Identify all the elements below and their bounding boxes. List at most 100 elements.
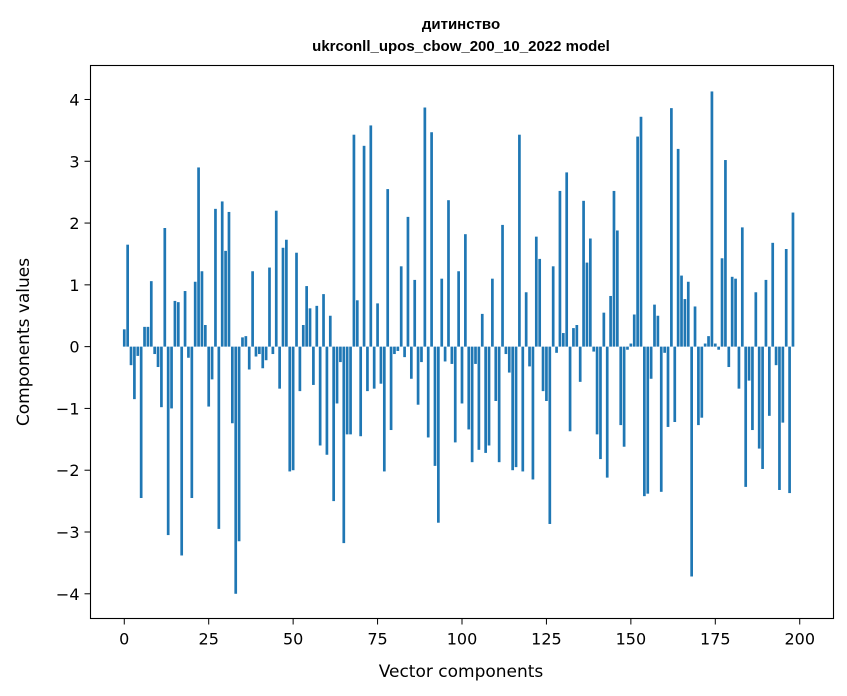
bar-193 (774, 346, 778, 366)
bar-134 (575, 325, 579, 347)
bar-108 (487, 346, 491, 446)
bar-82 (399, 266, 403, 347)
bar-130 (561, 333, 565, 347)
bar-131 (565, 172, 569, 347)
bar-47 (281, 247, 285, 347)
bar-158 (656, 315, 660, 347)
bar-4 (136, 346, 140, 356)
bar-0 (122, 329, 126, 347)
bar-143 (605, 346, 609, 478)
bar-111 (497, 346, 501, 463)
bar-154 (643, 346, 646, 497)
bar-117 (518, 134, 521, 347)
bar-175 (713, 343, 717, 347)
bar-95 (443, 346, 447, 362)
bar-182 (737, 346, 741, 389)
bar-24 (203, 325, 207, 347)
bar-173 (707, 336, 710, 347)
bar-133 (572, 328, 575, 347)
bar-22 (197, 167, 200, 347)
bar-71 (362, 145, 366, 347)
bar-118 (521, 346, 525, 472)
bar-138 (588, 238, 592, 347)
bar-36 (244, 336, 248, 347)
bar-197 (788, 346, 791, 494)
bar-85 (409, 346, 413, 379)
bar-188 (757, 346, 761, 449)
x-tick-label: 100 (447, 630, 478, 649)
bar-149 (626, 346, 629, 350)
bar-77 (382, 346, 386, 472)
bar-151 (632, 314, 636, 347)
x-tick-label: 50 (283, 630, 303, 649)
bar-75 (376, 303, 379, 347)
bar-163 (673, 346, 677, 423)
bar-26 (210, 346, 214, 380)
bar-17 (180, 346, 184, 556)
bar-60 (325, 346, 329, 455)
bar-103 (470, 346, 474, 463)
bar-139 (592, 346, 596, 352)
bar-78 (386, 189, 390, 347)
bar-81 (396, 346, 400, 351)
bar-96 (447, 200, 450, 347)
bar-189 (761, 346, 764, 469)
bar-83 (403, 346, 406, 358)
bar-43 (268, 267, 271, 347)
bar-100 (460, 346, 464, 404)
bar-19 (187, 346, 190, 358)
y-tick-label: 2 (69, 214, 79, 233)
bar-142 (602, 312, 606, 347)
bar-58 (318, 346, 322, 446)
y-tick-label: 4 (69, 90, 79, 109)
bar-187 (754, 292, 758, 347)
x-tick-label: 125 (531, 630, 562, 649)
bar-160 (663, 346, 666, 353)
bar-137 (585, 262, 589, 347)
chart-title: дитинство (422, 16, 500, 33)
bar-119 (524, 292, 528, 347)
bar-88 (420, 346, 423, 363)
bar-11 (160, 346, 163, 408)
bar-48 (285, 239, 288, 347)
bar-146 (616, 230, 619, 347)
bar-196 (784, 249, 788, 347)
bar-63 (335, 346, 339, 404)
bar-97 (450, 346, 454, 364)
bar-153 (639, 116, 643, 347)
bar-164 (676, 148, 680, 347)
bar-69 (355, 300, 359, 347)
plot-frame (89, 64, 835, 620)
bar-114 (507, 346, 511, 373)
bar-167 (686, 281, 690, 347)
bar-157 (653, 304, 656, 347)
bar-37 (247, 346, 251, 370)
bar-62 (332, 346, 336, 502)
y-tick-label: −1 (56, 399, 80, 418)
bar-33 (234, 346, 238, 594)
bar-171 (700, 346, 704, 418)
bar-184 (744, 346, 748, 487)
bar-23 (200, 271, 204, 347)
bar-34 (237, 346, 241, 542)
y-tick-label: 0 (69, 338, 79, 357)
bar-162 (670, 108, 673, 347)
bar-195 (781, 346, 785, 423)
x-tick-label: 200 (784, 630, 815, 649)
bar-9 (153, 346, 157, 355)
x-tick-label: 175 (700, 630, 731, 649)
bar-104 (474, 346, 477, 364)
bar-94 (440, 278, 444, 347)
bar-168 (690, 346, 693, 577)
bar-20 (190, 346, 194, 499)
bar-115 (511, 346, 515, 471)
bar-191 (767, 346, 771, 416)
bar-45 (274, 210, 278, 347)
bar-41 (261, 346, 265, 369)
bar-170 (697, 346, 700, 426)
y-tick-label: −4 (56, 585, 80, 604)
bar-72 (366, 346, 369, 392)
bar-50 (291, 346, 295, 471)
bar-86 (413, 279, 417, 347)
